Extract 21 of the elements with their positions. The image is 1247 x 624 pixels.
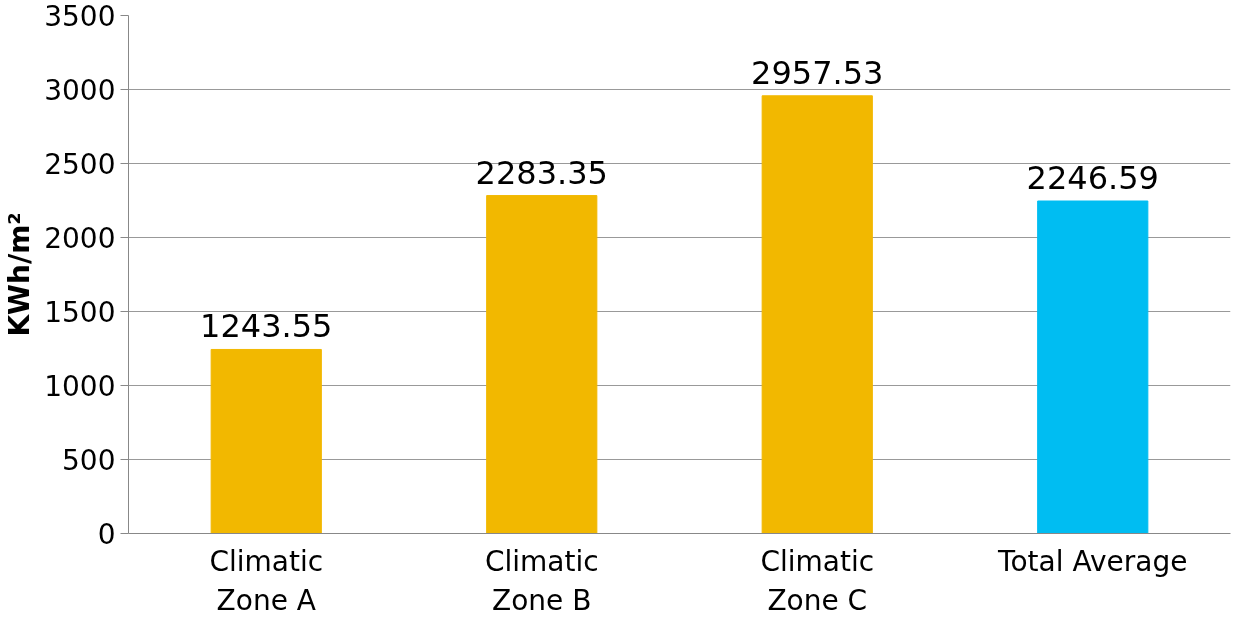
x-tick-label: Climatic Zone C	[760, 544, 875, 618]
bar	[1037, 200, 1149, 534]
y-tick-label: 1500	[44, 296, 116, 329]
data-label: 1243.55	[200, 307, 333, 346]
y-tick-label: 3500	[44, 0, 116, 33]
y-tick-label: 2000	[44, 222, 116, 255]
y-tick-label: 0	[97, 518, 116, 551]
y-tick-label: 500	[62, 444, 116, 477]
y-axis-title: KWh/m²	[3, 212, 37, 337]
x-tick-label: Total Average	[997, 544, 1188, 578]
y-tick-label: 2500	[44, 148, 116, 181]
bar	[761, 95, 873, 534]
bar	[210, 348, 322, 534]
x-tick-label: Climatic Zone A	[209, 544, 324, 618]
data-label: 2283.35	[475, 153, 608, 192]
data-label: 2957.53	[751, 53, 884, 92]
y-tick-label: 3000	[44, 74, 116, 107]
data-label: 2246.59	[1026, 159, 1159, 197]
y-tick-label: 1000	[44, 370, 116, 403]
x-tick-label: Climatic Zone B	[484, 544, 599, 618]
bar	[486, 195, 598, 534]
